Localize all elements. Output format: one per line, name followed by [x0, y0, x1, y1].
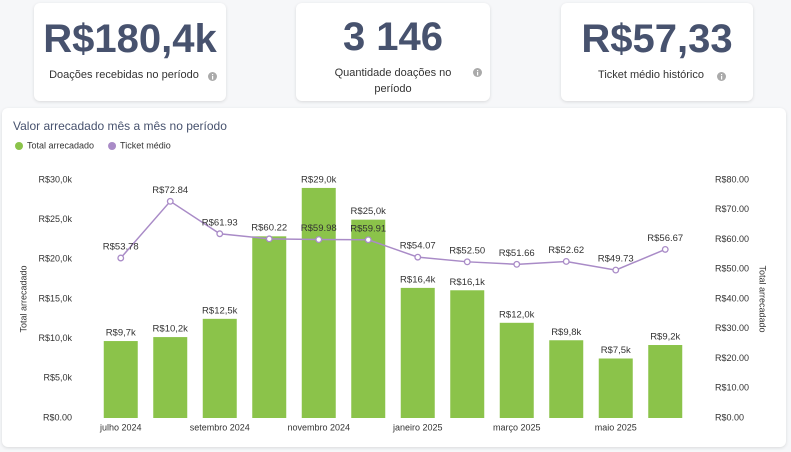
kpi-value: R$180,4k [43, 17, 217, 61]
line-marker [414, 253, 422, 261]
bar [301, 187, 336, 418]
line-marker [166, 197, 174, 205]
bar-value-label: R$25,0k [351, 206, 387, 217]
bar-value-label: R$7,5k [601, 345, 631, 356]
line-value-label: R$60.22 [251, 222, 287, 233]
line-marker [216, 230, 224, 238]
bar-value-label: R$9,2k [650, 332, 680, 343]
y2-tick-label: R$80.00 [715, 174, 749, 184]
line [120, 200, 666, 271]
legend-swatch [108, 142, 117, 150]
kpi-card: R$180,4k Doações recebidas no período [34, 3, 226, 101]
y2-tick-label: R$20.00 [715, 353, 749, 363]
y-tick-label: R$30,0k [38, 174, 72, 184]
info-icon[interactable] [208, 72, 217, 81]
bar [202, 318, 237, 418]
bar [400, 287, 435, 418]
chart: Valor arrecadado mês a mês no período To… [13, 119, 768, 432]
chart-card: Valor arrecadado mês a mês no período To… [2, 108, 786, 447]
line-value-label: R$61.93 [202, 217, 238, 228]
y2-tick-label: R$60.00 [715, 234, 749, 244]
bar-value-label: R$29,0k [301, 174, 337, 185]
line-value-label: R$59.91 [350, 223, 386, 234]
bar [499, 322, 534, 418]
bar-value-label: R$16,1k [450, 277, 486, 288]
line-value-label: R$53.78 [103, 242, 139, 253]
line-value-label: R$51.66 [499, 248, 535, 259]
y-tick-label: R$25,0k [38, 214, 72, 224]
line-marker [265, 235, 273, 243]
y2-tick-label: R$10.00 [715, 383, 749, 393]
x-tick-label: julho 2024 [99, 422, 142, 432]
y2-axis-title: Total arrecadado [758, 265, 768, 332]
bar [598, 358, 633, 418]
info-icon[interactable] [473, 68, 482, 77]
legend-label: Total arrecadado [27, 140, 94, 150]
line-marker [463, 258, 471, 266]
y2-tick-label: R$0.00 [715, 412, 744, 422]
y-tick-label: R$10,0k [38, 333, 72, 343]
kpi-value: 3 146 [342, 15, 444, 59]
x-tick-label: novembro 2024 [287, 422, 350, 432]
y-tick-label: R$20,0k [38, 254, 72, 264]
y2-tick-label: R$50.00 [715, 264, 749, 274]
y2-tick-label: R$40.00 [715, 293, 749, 303]
bar-value-label: R$12,0k [499, 309, 535, 320]
y2-tick-label: R$70.00 [715, 204, 749, 214]
line-marker [562, 258, 570, 265]
line-value-label: R$56.67 [647, 233, 683, 244]
info-icon[interactable] [717, 72, 726, 81]
line-value-label: R$49.73 [598, 254, 634, 265]
line-marker [513, 260, 521, 268]
y-tick-label: R$15,0k [38, 293, 72, 303]
kpi-value: R$57,33 [581, 17, 733, 61]
bar-value-label: R$12,5k [202, 305, 238, 316]
line-marker [117, 254, 125, 262]
line-marker [612, 266, 620, 274]
kpi-label: Ticket médio histórico [598, 69, 704, 81]
line-value-label: R$52.62 [548, 245, 584, 256]
y-tick-label: R$5,0k [43, 373, 72, 383]
x-tick-label: março 2025 [493, 422, 541, 432]
bar-value-label: R$9,7k [106, 328, 136, 339]
legend-label: Ticket médio [120, 140, 171, 150]
line-value-label: R$72.84 [152, 185, 188, 196]
bar [103, 341, 138, 418]
bar [252, 236, 287, 418]
bar [351, 219, 386, 418]
bar-value-label: R$9,8k [551, 327, 581, 338]
bar [648, 345, 683, 418]
y-tick-label: R$0.00 [43, 412, 72, 422]
line-value-label: R$52.50 [449, 245, 485, 256]
y2-tick-label: R$30.00 [715, 323, 749, 333]
bar-value-label: R$10,2k [153, 324, 189, 335]
legend-swatch [15, 142, 23, 150]
bar [153, 337, 188, 418]
bar [549, 340, 584, 418]
bar [450, 290, 485, 418]
line-marker [364, 236, 372, 244]
line-marker [315, 236, 323, 244]
line-value-label: R$59.98 [301, 223, 337, 234]
kpi-label: Quantidade doações no período [334, 67, 452, 95]
kpi-card: 3 146 Quantidade doações no período [296, 3, 490, 101]
bar-value-label: R$16,4k [400, 274, 436, 285]
kpi-card: R$57,33 Ticket médio histórico [561, 3, 753, 101]
chart-title: Valor arrecadado mês a mês no período [13, 119, 227, 133]
kpi-label: Doações recebidas no período [49, 69, 199, 81]
x-tick-label: maio 2025 [595, 422, 637, 432]
line-value-label: R$54.07 [400, 241, 436, 252]
line-marker [661, 245, 669, 253]
x-tick-label: janeiro 2025 [392, 422, 443, 432]
y-axis-title: Total arrecadado [18, 265, 28, 332]
x-tick-label: setembro 2024 [190, 422, 250, 432]
